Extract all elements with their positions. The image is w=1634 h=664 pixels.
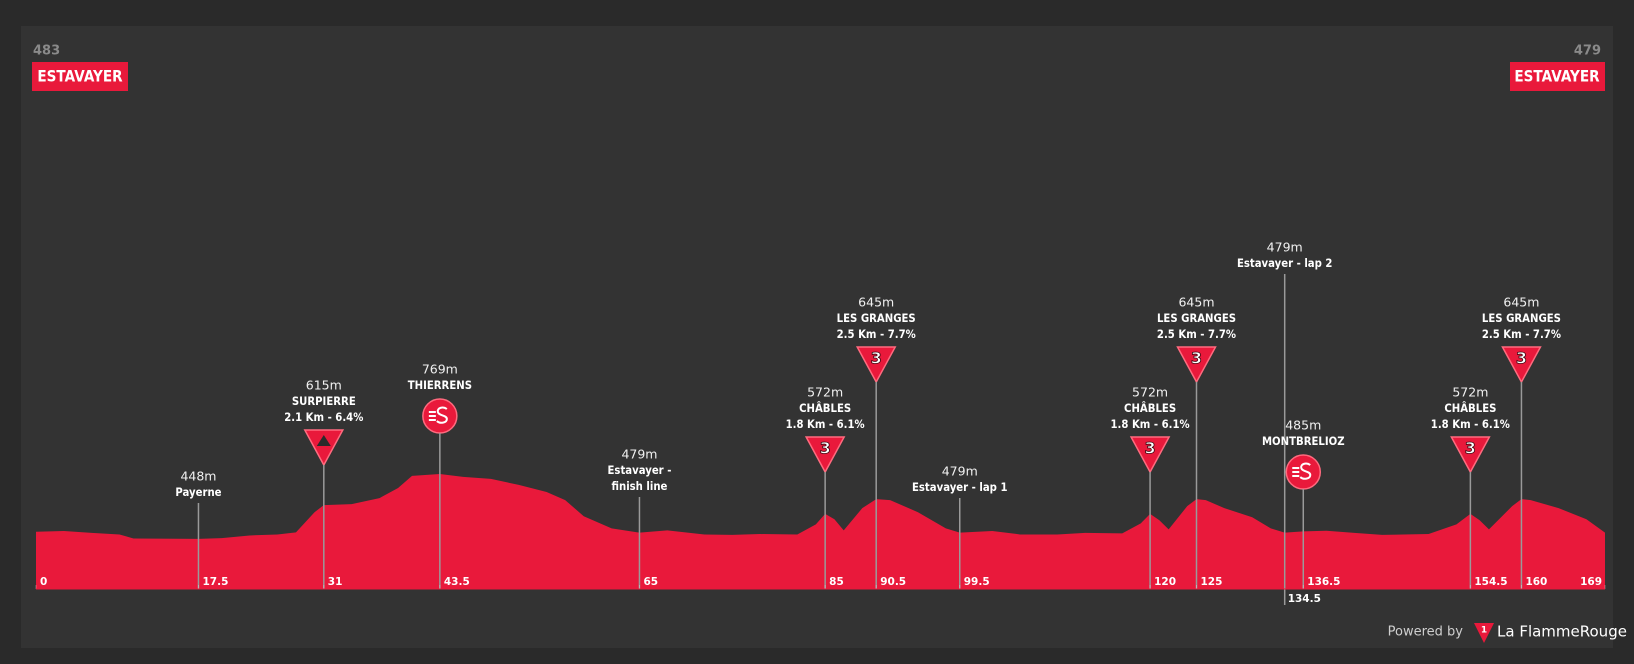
marker-label: LES GRANGES: [1482, 312, 1561, 326]
x-tick-label: 99.5: [964, 576, 990, 588]
powered-by: Powered by: [1388, 625, 1464, 640]
marker-elevation: 645m: [858, 295, 894, 310]
marker-label: 2.5 Km - 7.7%: [837, 328, 916, 342]
climb-category: 3: [820, 439, 831, 458]
start-badge: [32, 62, 128, 91]
sprint-icon: [1285, 454, 1322, 490]
plot: 448m Payerne 615m SURPIERRE 2.1 Km - 6.4% 769…: [35, 240, 1606, 605]
climb-glyph: [316, 435, 331, 446]
climb-category: 3: [1145, 439, 1156, 458]
marker-label: Estavayer - lap 2: [1237, 257, 1332, 271]
marker-elevation: 485m: [1285, 418, 1321, 433]
marker-label: SURPIERRE: [292, 395, 356, 409]
x-tick-label: 169: [1580, 576, 1602, 588]
sprint-icon: [422, 398, 458, 434]
x-tick-label: 160: [1525, 576, 1547, 588]
marker-label: CHÂBLES: [799, 402, 851, 416]
logo-mark-text: 1: [1481, 626, 1487, 636]
marker-label: LES GRANGES: [1157, 312, 1236, 326]
climb-icon: [1450, 436, 1491, 474]
marker-label: LES GRANGES: [837, 312, 916, 326]
climb-icon: [1129, 436, 1171, 474]
start-elevation: 483: [33, 44, 60, 59]
marker-elevation: 769m: [422, 362, 458, 377]
marker-label: 2.1 Km - 6.4%: [284, 411, 363, 425]
climb-icon: [1501, 346, 1542, 384]
marker-elevation: 615m: [306, 378, 342, 393]
x-tick-label: 65: [643, 576, 658, 588]
marker-label: Estavayer -: [608, 464, 672, 478]
marker-label: CHÂBLES: [1124, 402, 1176, 416]
sprint-glyph: [428, 406, 448, 424]
x-tick-label: 17.5: [202, 576, 228, 588]
end-name: ESTAVAYER: [1514, 67, 1600, 85]
marker-label: THIERRENS: [408, 379, 472, 393]
marker-elevation: 572m: [1452, 385, 1488, 400]
marker-label: finish line: [611, 480, 667, 494]
marker-elevation: 479m: [621, 447, 657, 462]
climb-icon: [1176, 346, 1217, 384]
marker-label: 2.5 Km - 7.7%: [1482, 328, 1561, 342]
x-tick-label: 0: [40, 576, 47, 588]
brand: La FlammeRouge: [1497, 623, 1627, 641]
marker-elevation: 479m: [1267, 240, 1303, 255]
marker-elevation: 645m: [1503, 295, 1539, 310]
climb-category: 3: [1465, 439, 1476, 458]
start-name: ESTAVAYER: [37, 67, 123, 85]
x-tick-label: 31: [328, 576, 343, 588]
climb-category: 3: [1516, 349, 1527, 368]
end-elevation: 479: [1574, 44, 1601, 59]
elevation-area: [36, 474, 1605, 589]
marker-label: 1.8 Km - 6.1%: [1111, 418, 1190, 432]
marker-label: 1.8 Km - 6.1%: [786, 418, 865, 432]
marker-label: MONTBRELIOZ: [1262, 435, 1345, 449]
marker-label: 2.5 Km - 7.7%: [1157, 328, 1236, 342]
marker-label: Estavayer - lap 1: [912, 481, 1007, 495]
x-tick-label: 136.5: [1307, 576, 1340, 588]
x-tick-label: 125: [1201, 576, 1223, 588]
x-tick-label: 43.5: [444, 576, 470, 588]
x-tick-label: 134.5: [1288, 593, 1321, 605]
marker-elevation: 572m: [1132, 385, 1168, 400]
climb-icon: [855, 346, 897, 384]
climb-category: 3: [1191, 349, 1202, 368]
marker-label: CHÂBLES: [1444, 402, 1496, 416]
climb-icon: [804, 436, 846, 474]
x-tick-label: 120: [1154, 576, 1176, 588]
marker-label: Payerne: [175, 486, 221, 500]
x-tick-label: 85: [829, 576, 844, 588]
climb-category: 3: [871, 349, 882, 368]
x-tick-label: 154.5: [1474, 576, 1507, 588]
marker-elevation: 479m: [942, 464, 978, 479]
marker-elevation: 645m: [1178, 295, 1214, 310]
marker-elevation: 448m: [180, 469, 216, 484]
sprint-glyph: [1292, 462, 1312, 480]
marker-elevation: 572m: [807, 385, 843, 400]
x-tick-label: 90.5: [880, 576, 906, 588]
climb-icon: [303, 429, 345, 467]
marker-label: 1.8 Km - 6.1%: [1431, 418, 1510, 432]
logo-mark: [1474, 623, 1494, 643]
end-badge: [1510, 62, 1605, 91]
